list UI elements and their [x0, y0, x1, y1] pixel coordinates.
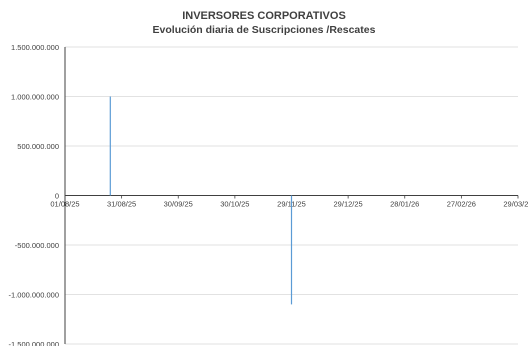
x-tick-label: 31/08/25 — [107, 200, 136, 209]
x-tick-label: 30/10/25 — [220, 200, 249, 209]
y-tick-label: 500.000.000 — [17, 142, 59, 151]
y-tick-label: -1.000.000.000 — [9, 291, 59, 300]
y-tick-label: 1.000.000.000 — [11, 93, 59, 102]
y-tick-label: 1.500.000.000 — [11, 43, 59, 52]
x-tick-label: 27/02/26 — [447, 200, 476, 209]
x-tick-label: 28/01/26 — [390, 200, 419, 209]
y-tick-label: -1.500.000.000 — [9, 340, 59, 346]
x-tick-label: 30/09/25 — [164, 200, 193, 209]
chart-subtitle: Evolución diaria de Suscripciones /Resca… — [152, 24, 376, 36]
x-tick-label: 29/12/25 — [334, 200, 363, 209]
chart-title: INVERSORES CORPORATIVOS — [182, 10, 346, 22]
x-tick-label: 01/08/25 — [50, 200, 79, 209]
x-tick-label: 29/03/26 — [503, 200, 528, 209]
y-tick-label: 0 — [55, 192, 59, 201]
y-tick-label: -500.000.000 — [15, 241, 59, 250]
